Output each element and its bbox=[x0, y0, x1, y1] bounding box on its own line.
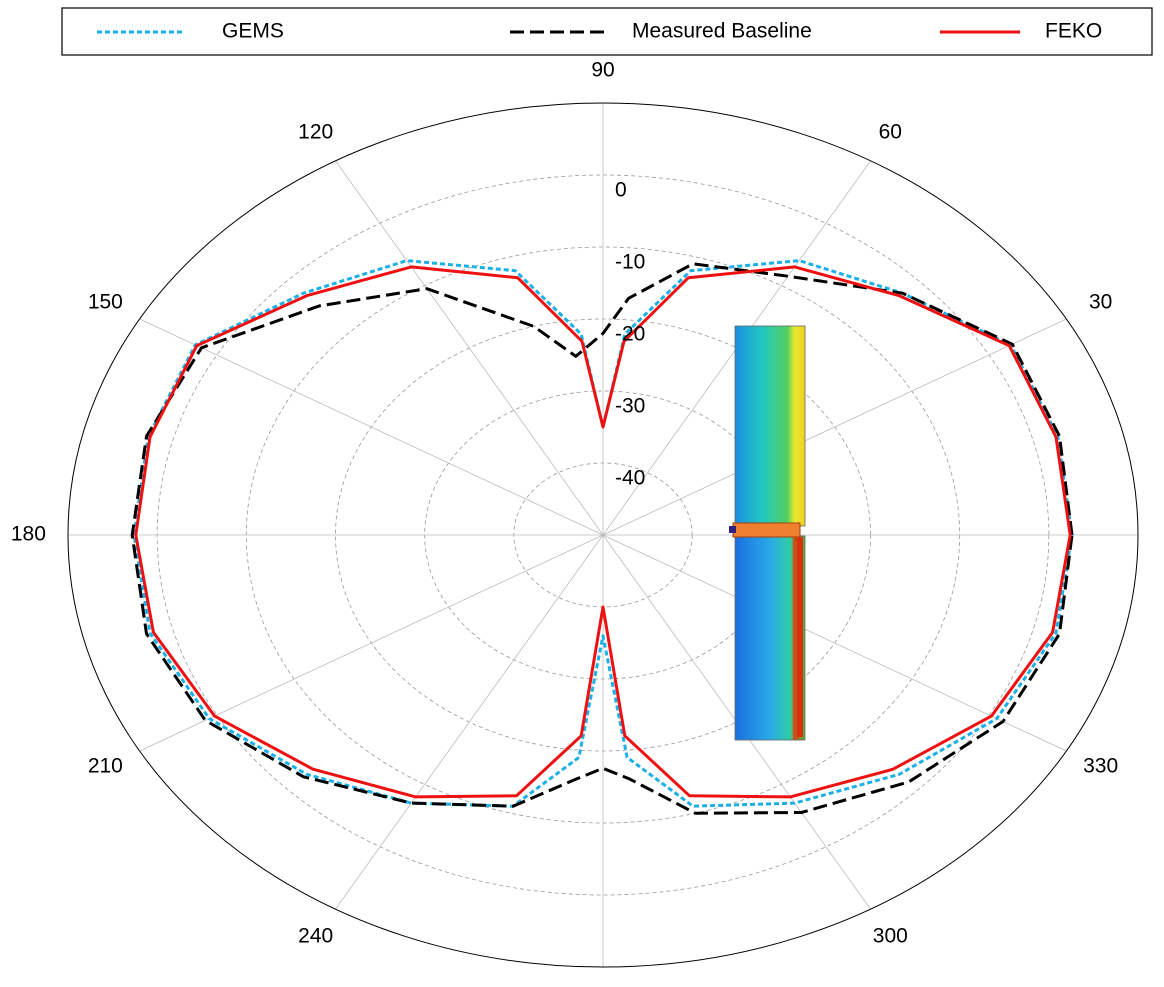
series-line bbox=[134, 265, 1072, 799]
r-tick-label: -40 bbox=[615, 467, 645, 490]
r-tick-label: -20 bbox=[615, 323, 645, 346]
labels: -40-30-20-100030609012015018021024027030… bbox=[11, 20, 1118, 987]
theta-tick-label: 240 bbox=[298, 924, 333, 947]
spoke bbox=[139, 534, 604, 752]
spoke bbox=[335, 160, 604, 536]
theta-tick-label: 60 bbox=[879, 121, 902, 144]
theta-tick-label: 30 bbox=[1089, 291, 1112, 314]
series-line bbox=[130, 262, 1074, 815]
r-tick-label: -30 bbox=[615, 395, 645, 418]
spoke bbox=[602, 318, 1067, 536]
theta-tick-label: 300 bbox=[873, 924, 908, 947]
theta-tick-label: 120 bbox=[298, 121, 333, 144]
spoke bbox=[602, 534, 1067, 752]
r-tick-label: -10 bbox=[615, 251, 645, 274]
outer-ring bbox=[67, 102, 1139, 968]
legend-label: Measured Baseline bbox=[632, 20, 812, 43]
r-tick-label: 0 bbox=[615, 179, 627, 202]
grid bbox=[67, 102, 1139, 968]
legend-label: GEMS bbox=[222, 20, 284, 43]
spoke bbox=[139, 318, 604, 536]
theta-tick-label: 330 bbox=[1083, 755, 1118, 778]
curves bbox=[130, 259, 1074, 815]
legend-label: FEKO bbox=[1045, 20, 1102, 43]
series-line bbox=[132, 259, 1074, 808]
inset-field-plot bbox=[729, 325, 806, 741]
theta-tick-label: 180 bbox=[11, 523, 46, 546]
theta-tick-label: 150 bbox=[88, 291, 123, 314]
theta-tick-label: 210 bbox=[88, 755, 123, 778]
theta-tick-label: 90 bbox=[591, 59, 614, 82]
spoke bbox=[335, 534, 604, 910]
